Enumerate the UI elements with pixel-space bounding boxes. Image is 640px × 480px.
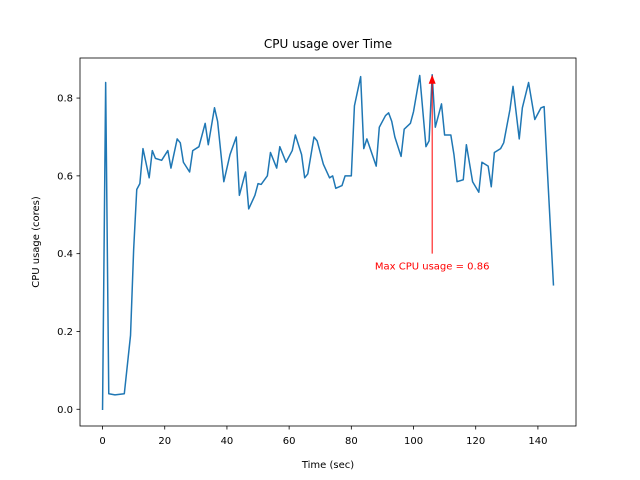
y-tick-label: 0.4 <box>57 249 73 260</box>
annotation-text: Max CPU usage = 0.86 <box>375 262 490 273</box>
x-tick-label: 80 <box>345 436 358 447</box>
x-tick-label: 60 <box>283 436 296 447</box>
x-tick-label: 140 <box>528 436 547 447</box>
data-line <box>101 73 555 411</box>
x-tick-label: 40 <box>221 436 234 447</box>
plot-frame <box>79 57 577 427</box>
annotation-arrowhead <box>428 74 436 84</box>
y-axis-label: CPU usage (cores) <box>31 196 42 288</box>
y-tick-label: 0.8 <box>57 94 73 105</box>
y-tick-label: 0.2 <box>57 327 73 338</box>
chart-title: CPU usage over Time <box>264 37 392 51</box>
y-tick-label: 0.6 <box>57 171 73 182</box>
x-tick-label: 100 <box>404 436 423 447</box>
x-axis-label: Time (sec) <box>301 460 354 471</box>
x-tick-label: 120 <box>466 436 485 447</box>
x-tick-label: 20 <box>158 436 171 447</box>
y-tick-label: 0.0 <box>57 405 73 416</box>
x-tick-label: 0 <box>99 436 105 447</box>
